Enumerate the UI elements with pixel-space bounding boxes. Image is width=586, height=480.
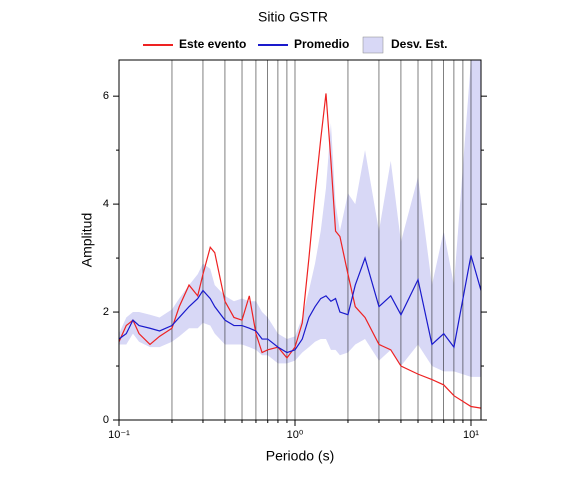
y-tick-label: 0 <box>103 414 109 426</box>
series-line <box>119 93 481 409</box>
legend-label: Desv. Est. <box>391 37 447 51</box>
x-tick-label: 10⁰ <box>287 429 304 441</box>
y-tick-label: 6 <box>103 90 109 102</box>
plot-frame <box>118 59 482 421</box>
y-tick-label: 2 <box>103 306 109 318</box>
x-tick-label: 10¹ <box>463 429 479 441</box>
y-tick-label: 4 <box>103 198 109 210</box>
legend-label: Este evento <box>179 37 246 51</box>
series-line <box>119 255 481 354</box>
y-axis-label: Amplitud <box>79 213 95 267</box>
x-tick-label: 10⁻¹ <box>108 429 130 441</box>
legend-swatch <box>362 36 384 54</box>
chart-title: Sitio GSTR <box>258 9 328 25</box>
legend-label: Promedio <box>294 37 349 51</box>
x-axis-label: Periodo (s) <box>266 448 334 464</box>
